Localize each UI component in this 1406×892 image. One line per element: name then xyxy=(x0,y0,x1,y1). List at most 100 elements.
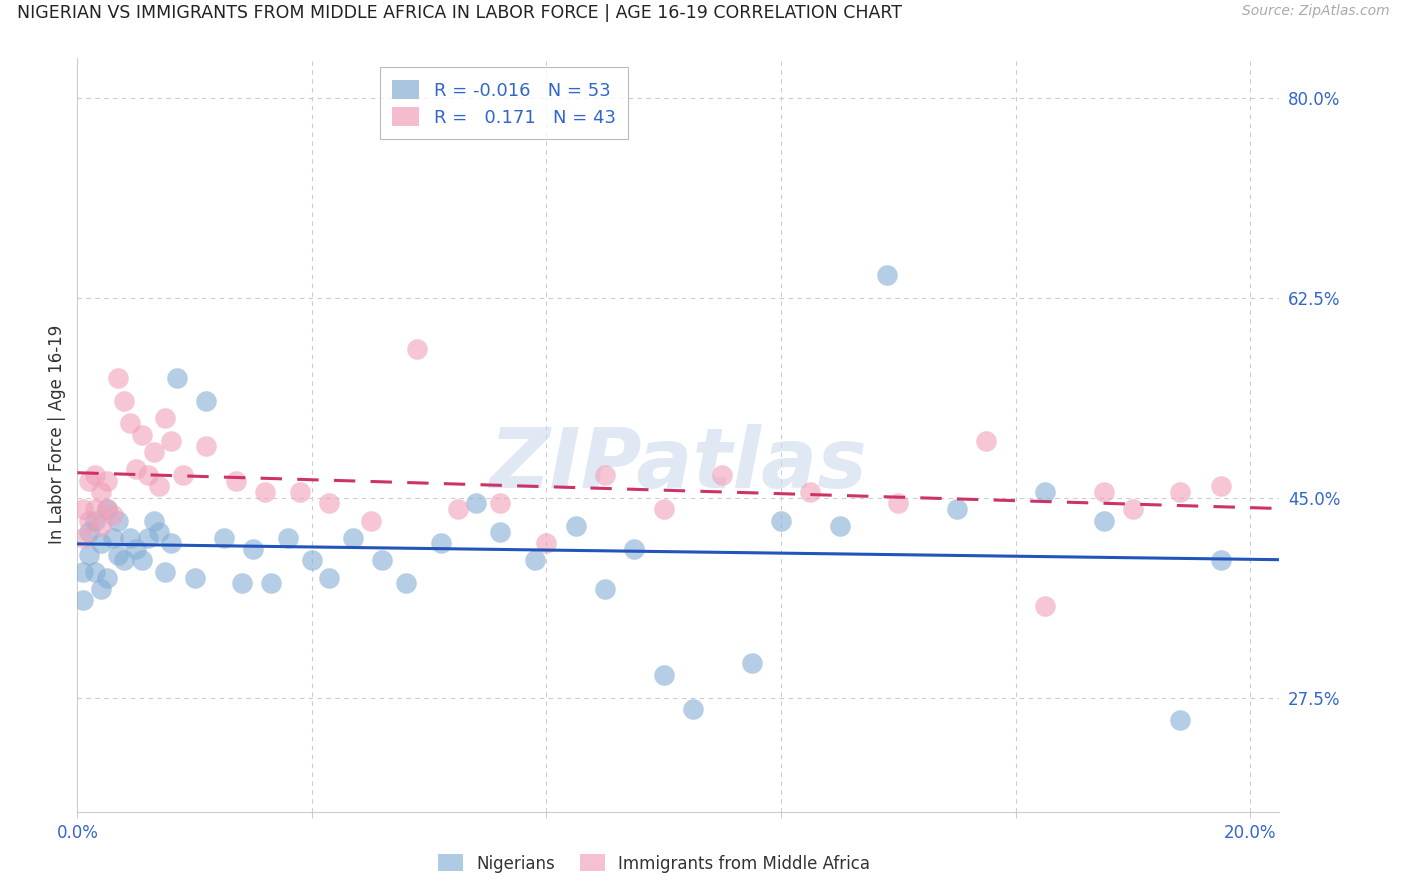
Point xyxy=(90,485,112,500)
Point xyxy=(652,667,675,681)
Legend: Nigerians, Immigrants from Middle Africa: Nigerians, Immigrants from Middle Africa xyxy=(430,847,877,880)
Point xyxy=(120,417,142,431)
Point xyxy=(488,524,510,539)
Point xyxy=(711,467,734,482)
Point xyxy=(142,514,165,528)
Point xyxy=(90,536,112,550)
Point xyxy=(172,467,194,482)
Point xyxy=(131,427,153,442)
Point xyxy=(225,474,247,488)
Point xyxy=(1092,514,1115,528)
Point xyxy=(1168,485,1191,500)
Point xyxy=(488,496,510,510)
Point xyxy=(593,582,616,596)
Point xyxy=(447,502,470,516)
Point xyxy=(136,531,159,545)
Point xyxy=(406,342,429,356)
Point xyxy=(96,571,118,585)
Point xyxy=(72,531,94,545)
Point xyxy=(125,542,148,557)
Legend: R = -0.016   N = 53, R =   0.171   N = 43: R = -0.016 N = 53, R = 0.171 N = 43 xyxy=(380,67,628,139)
Point xyxy=(946,502,969,516)
Point xyxy=(876,268,898,282)
Point xyxy=(465,496,488,510)
Point xyxy=(112,393,135,408)
Point xyxy=(1033,599,1056,614)
Point xyxy=(652,502,675,516)
Point xyxy=(96,502,118,516)
Point xyxy=(318,571,340,585)
Point xyxy=(77,524,100,539)
Point xyxy=(148,524,170,539)
Text: Source: ZipAtlas.com: Source: ZipAtlas.com xyxy=(1241,4,1389,18)
Point xyxy=(84,514,107,528)
Point xyxy=(260,576,283,591)
Point xyxy=(231,576,253,591)
Point xyxy=(1209,553,1232,567)
Point xyxy=(195,439,218,453)
Point xyxy=(77,474,100,488)
Point xyxy=(77,548,100,562)
Text: ZIPatlas: ZIPatlas xyxy=(489,425,868,506)
Point xyxy=(160,536,183,550)
Text: NIGERIAN VS IMMIGRANTS FROM MIDDLE AFRICA IN LABOR FORCE | AGE 16-19 CORRELATION: NIGERIAN VS IMMIGRANTS FROM MIDDLE AFRIC… xyxy=(17,4,901,21)
Point xyxy=(741,657,763,671)
Point xyxy=(371,553,394,567)
Point xyxy=(1122,502,1144,516)
Point xyxy=(1092,485,1115,500)
Point xyxy=(212,531,235,545)
Point xyxy=(84,565,107,579)
Point xyxy=(107,514,129,528)
Point xyxy=(148,479,170,493)
Point xyxy=(536,536,558,550)
Point xyxy=(523,553,546,567)
Point xyxy=(769,514,792,528)
Point xyxy=(84,502,107,516)
Point xyxy=(288,485,311,500)
Point xyxy=(623,542,645,557)
Point xyxy=(253,485,276,500)
Point xyxy=(107,548,129,562)
Point xyxy=(72,565,94,579)
Y-axis label: In Labor Force | Age 16-19: In Labor Force | Age 16-19 xyxy=(48,326,66,544)
Point xyxy=(96,474,118,488)
Point xyxy=(593,467,616,482)
Point xyxy=(131,553,153,567)
Point xyxy=(682,702,704,716)
Point xyxy=(195,393,218,408)
Point xyxy=(565,519,588,533)
Point xyxy=(887,496,910,510)
Point xyxy=(1168,714,1191,728)
Point xyxy=(142,445,165,459)
Point xyxy=(112,553,135,567)
Point xyxy=(96,502,118,516)
Point xyxy=(72,502,94,516)
Point xyxy=(136,467,159,482)
Point xyxy=(107,370,129,384)
Point xyxy=(828,519,851,533)
Point xyxy=(974,434,997,448)
Point xyxy=(90,519,112,533)
Point xyxy=(155,565,177,579)
Point xyxy=(72,593,94,607)
Point xyxy=(101,531,124,545)
Point xyxy=(342,531,364,545)
Point xyxy=(125,462,148,476)
Point xyxy=(160,434,183,448)
Point xyxy=(1033,485,1056,500)
Point xyxy=(183,571,205,585)
Point xyxy=(395,576,418,591)
Point xyxy=(84,467,107,482)
Point xyxy=(242,542,264,557)
Point xyxy=(1209,479,1232,493)
Point xyxy=(318,496,340,510)
Point xyxy=(120,531,142,545)
Point xyxy=(101,508,124,522)
Point xyxy=(799,485,821,500)
Point xyxy=(277,531,299,545)
Point xyxy=(155,410,177,425)
Point xyxy=(430,536,453,550)
Point xyxy=(77,514,100,528)
Point xyxy=(301,553,323,567)
Point xyxy=(90,582,112,596)
